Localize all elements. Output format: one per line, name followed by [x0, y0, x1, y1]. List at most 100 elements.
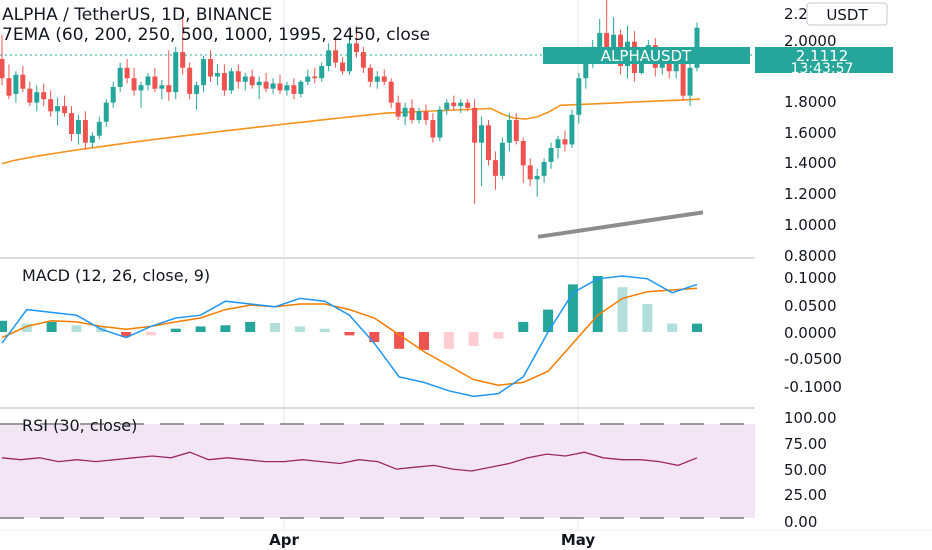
long-ema-line [537, 210, 704, 239]
macd-hist-bar [46, 321, 57, 332]
candle-body [340, 62, 346, 72]
ema-indicator-label: 7EMA (60, 200, 250, 500, 1000, 1995, 245… [2, 25, 430, 45]
macd-hist-bar [592, 276, 603, 332]
symbol-tag-label: ALPHAUSDT [601, 47, 692, 65]
price-tick-label: 1.2000 [784, 185, 837, 203]
rsi-tick-label: 50.00 [784, 461, 827, 479]
candle-body [569, 114, 575, 145]
long-ema-path [537, 210, 704, 239]
macd-hist-bar [642, 304, 653, 332]
symbol-tag [543, 47, 750, 64]
macd-hist-bar [617, 287, 628, 332]
candle-body [305, 76, 311, 82]
macd-hist-bar [21, 323, 32, 332]
macd-hist-bar [418, 332, 429, 350]
candle-body [0, 59, 5, 79]
candle-body [166, 85, 172, 93]
rsi-tick-label: 75.00 [784, 435, 827, 453]
macd-line [1, 275, 698, 398]
candle-body [506, 120, 512, 143]
candle-body [527, 165, 533, 180]
currency-badge[interactable] [806, 2, 888, 26]
candle-body [75, 120, 81, 134]
macd-hist-bar [443, 332, 454, 349]
candle-body [423, 111, 429, 121]
rsi-line [1, 451, 698, 472]
candle-body [110, 86, 116, 103]
candle-body [673, 62, 679, 72]
candle-body [6, 78, 12, 96]
candle-body [48, 99, 54, 112]
candle-body [597, 32, 603, 47]
candle-body [187, 67, 193, 94]
candle-body [208, 59, 213, 77]
candle-body [124, 67, 130, 79]
candle-body [41, 92, 47, 100]
candle-body [298, 81, 304, 94]
chart-title: ALPHA / TetherUS, 1D, BINANCE [2, 5, 272, 25]
price-tag [755, 47, 893, 73]
candle-body [263, 81, 269, 89]
candle-body [513, 120, 519, 141]
candle-body [611, 34, 617, 51]
rsi-path [1, 451, 698, 472]
candle-body [499, 142, 505, 176]
candle-body [437, 109, 443, 138]
macd-tick-label: -0.1000 [784, 378, 842, 396]
macd-axis[interactable]: 0.1000 0.0500 0.0000 -0.0500 -0.1000 [784, 269, 842, 396]
rsi-axis[interactable]: 100.00 75.00 50.00 25.00 0.00 [784, 409, 837, 531]
macd-hist-bar [270, 323, 281, 332]
candle-body [374, 76, 380, 82]
rsi-tick-label: 0.00 [784, 513, 817, 531]
macd-histogram [0, 276, 702, 350]
time-label-may: May [561, 531, 596, 549]
macd-tick-label: -0.0500 [784, 350, 842, 368]
candle-body [270, 83, 276, 89]
candle-body [152, 76, 158, 89]
price-tick-label: 1.8000 [784, 93, 837, 111]
candle-body [235, 71, 241, 82]
candle-body [319, 66, 325, 79]
candle-body [562, 139, 568, 145]
candle-body [430, 120, 436, 138]
candle-body [520, 140, 526, 166]
candle-body [249, 76, 255, 86]
price-tag-value: 2.1112 [796, 47, 849, 65]
candle-body [548, 147, 554, 162]
candle-body [62, 106, 68, 114]
macd-hist-bar [567, 284, 578, 332]
candle-body [55, 106, 61, 112]
candle-body [284, 85, 290, 91]
macd-hist-bar [394, 332, 405, 349]
candle-body [96, 121, 102, 136]
candle-body [228, 71, 234, 91]
candle-body [291, 85, 297, 94]
macd-hist-bar [369, 332, 380, 343]
rsi-title: RSI (30, close) [22, 416, 137, 435]
candle-body [201, 59, 207, 86]
price-axis[interactable]: 2.20002.00001.80001.60001.40001.20001.00… [784, 5, 837, 265]
candle-body [34, 92, 40, 103]
macd-tick-label: 0.1000 [784, 269, 837, 287]
candle-body [138, 85, 144, 91]
macd-hist-bar [319, 328, 330, 332]
price-tick-label: 1.4000 [784, 154, 837, 172]
macd-hist-bar [692, 323, 702, 332]
candle-body [82, 120, 88, 143]
price-tick-label: 0.8000 [784, 247, 837, 265]
candle-body [659, 60, 665, 68]
macd-hist-bar [543, 309, 554, 332]
candle-body [416, 111, 422, 121]
candle-body [194, 85, 200, 94]
candle-body [214, 73, 220, 77]
macd-tick-label: 0.0000 [784, 324, 837, 342]
candle-body [472, 107, 478, 143]
candle-body [451, 102, 457, 107]
candle-body [555, 139, 561, 148]
candle-body [534, 175, 540, 180]
macd-hist-bar [170, 328, 181, 332]
price-tick-label: 1.6000 [784, 124, 837, 142]
macd-hist-bar [245, 321, 256, 332]
macd-hist-bar [145, 332, 156, 336]
